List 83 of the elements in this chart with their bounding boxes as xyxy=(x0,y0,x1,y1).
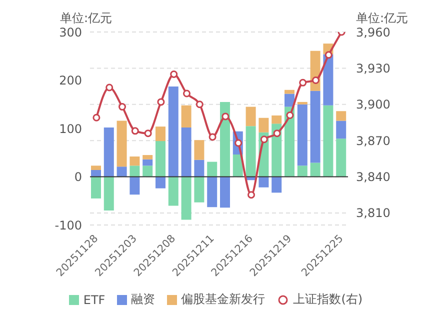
bar xyxy=(336,120,346,139)
y-axis-title: 单位:亿元 xyxy=(60,10,112,27)
bar xyxy=(310,90,320,163)
point xyxy=(286,111,294,119)
bar xyxy=(207,162,218,177)
point xyxy=(118,103,126,111)
y-tick-label: 100 xyxy=(59,122,82,136)
bar xyxy=(168,176,178,206)
y-tick-label: 0 xyxy=(74,170,82,184)
y2-tick-label: 3,810 xyxy=(356,206,390,220)
bar xyxy=(336,111,346,121)
point xyxy=(312,76,320,84)
bar xyxy=(91,170,101,177)
bar xyxy=(194,176,204,202)
point xyxy=(183,90,190,98)
point xyxy=(170,70,178,78)
point xyxy=(157,98,165,106)
point xyxy=(299,78,307,86)
legend-label: 偏股基金新发行 xyxy=(180,291,266,308)
y2-tick-label: 3,900 xyxy=(356,98,390,112)
bar xyxy=(284,94,294,107)
bar xyxy=(181,105,192,128)
bar xyxy=(142,159,153,166)
y2-tick-label: 3,960 xyxy=(356,25,390,40)
bar xyxy=(220,176,230,208)
bar xyxy=(323,105,334,177)
legend-label: 上证指数(右) xyxy=(292,291,363,308)
bar xyxy=(272,115,282,124)
bar xyxy=(142,166,153,177)
y2-tick-label: 3,840 xyxy=(356,170,390,184)
point xyxy=(144,130,152,138)
bar xyxy=(246,106,256,126)
point xyxy=(222,112,230,120)
bar xyxy=(116,120,127,167)
bar xyxy=(181,176,192,220)
y2-axis-title: 单位:亿元 xyxy=(356,10,408,27)
bar xyxy=(310,162,320,177)
bar xyxy=(323,54,334,106)
bar xyxy=(142,155,153,160)
bar xyxy=(156,141,166,177)
bar xyxy=(207,176,218,208)
bar xyxy=(130,166,140,177)
bar xyxy=(258,176,269,188)
y-tick-label: 200 xyxy=(59,74,82,88)
bar xyxy=(130,176,140,195)
y2-tick-label: 3,930 xyxy=(356,61,390,76)
bar xyxy=(232,154,243,177)
point xyxy=(324,51,332,59)
bar xyxy=(272,176,282,193)
bar xyxy=(258,118,269,132)
bar xyxy=(91,176,101,198)
bar xyxy=(130,156,140,166)
legend-label: 融资 xyxy=(130,291,156,308)
bar xyxy=(156,176,166,188)
bar xyxy=(156,126,166,142)
point xyxy=(260,136,268,144)
bar xyxy=(181,128,192,177)
point xyxy=(248,191,255,199)
y-tick-label: 300 xyxy=(59,25,82,40)
point xyxy=(92,114,100,122)
point xyxy=(106,84,114,92)
bar xyxy=(297,102,308,104)
y2-tick-label: 3,870 xyxy=(356,134,390,148)
point xyxy=(196,100,204,108)
bar xyxy=(297,104,308,166)
bar xyxy=(336,138,346,177)
point xyxy=(208,133,216,141)
bar xyxy=(220,102,230,177)
y-tick-label: -100 xyxy=(54,218,82,232)
bar xyxy=(194,160,204,177)
bar xyxy=(284,106,294,177)
legend-label: ETF xyxy=(82,292,106,308)
bar xyxy=(168,86,178,177)
point xyxy=(273,130,281,138)
bar xyxy=(104,176,114,211)
bar xyxy=(284,90,294,94)
bar xyxy=(297,166,308,177)
bar xyxy=(104,128,114,177)
point xyxy=(131,127,139,135)
bar xyxy=(116,166,127,177)
bar xyxy=(91,166,101,170)
bar xyxy=(194,140,204,160)
bar xyxy=(246,126,256,177)
